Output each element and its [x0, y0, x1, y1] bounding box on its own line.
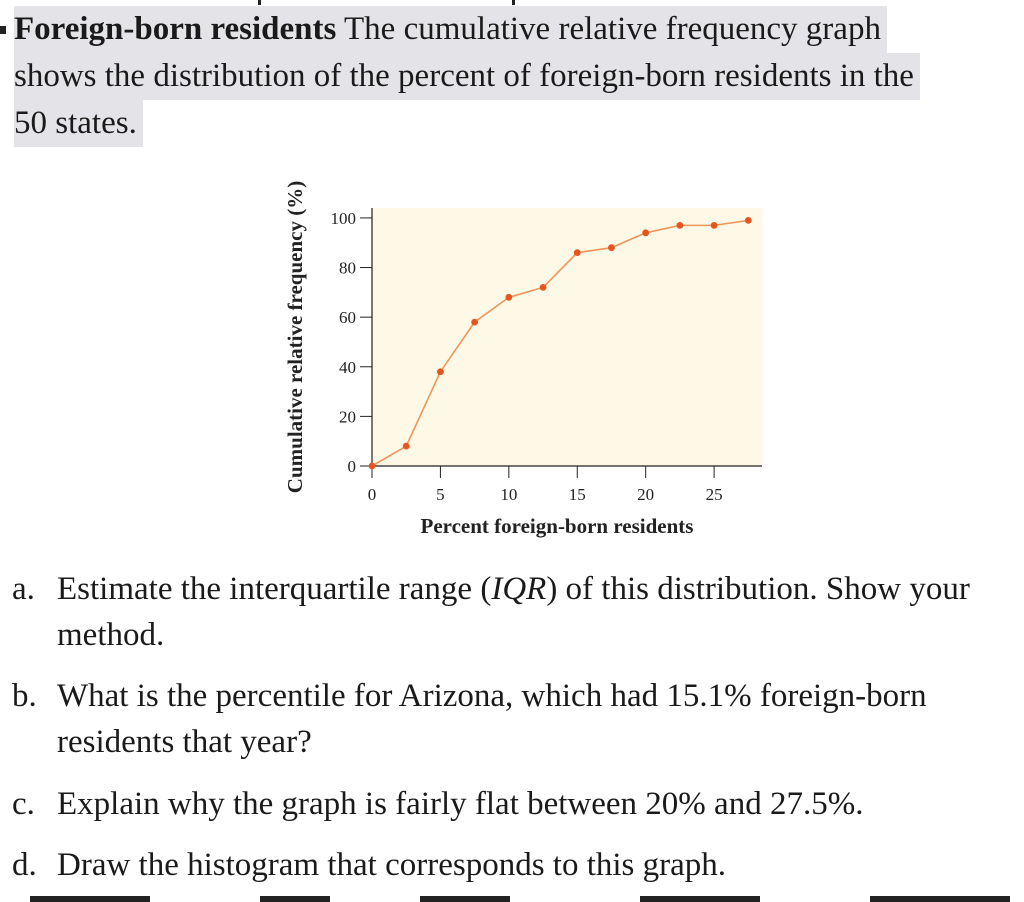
previous-content-cutoff — [0, 0, 1024, 6]
data-point — [437, 368, 444, 376]
x-tick-label: 5 — [436, 485, 445, 504]
chart-svg: 0 5 10 15 20 25 0 20 40 60 80 100 Percent foreign-b… — [283, 181, 762, 538]
x-axis-label: Percent foreign-born residents — [421, 514, 694, 538]
y-tick-label: 20 — [339, 407, 356, 426]
y-tick-label: 40 — [339, 358, 356, 377]
ticks: 0 5 10 15 20 25 0 20 40 60 80 100 — [331, 209, 723, 504]
iqr-abbrev: IQR — [491, 571, 547, 607]
question-text: Draw the histogram that corresponds to t… — [57, 847, 727, 883]
y-tick-label: 60 — [339, 308, 356, 327]
series-group — [368, 217, 752, 470]
data-point — [539, 283, 547, 291]
x-tick-label: 10 — [500, 485, 517, 504]
intro-line-1: Foreign-born residents The cumulative re… — [14, 6, 887, 53]
x-tick-label: 20 — [637, 485, 654, 504]
x-tick-label: 15 — [569, 485, 586, 504]
data-point — [505, 293, 513, 301]
question-letter: a. — [12, 571, 35, 607]
question-text: Explain why the graph is fairly flat bet… — [57, 786, 864, 822]
y-axis-label: Cumulative relative frequency (%) — [283, 181, 307, 493]
intro-line-1-text: The cumulative relative frequency graph — [336, 11, 881, 47]
data-point — [676, 221, 684, 229]
question-letter: b. — [12, 678, 37, 714]
data-point — [402, 442, 410, 450]
data-point — [368, 462, 376, 470]
question-text: Estimate the interquartile range (IQR) o… — [57, 566, 997, 658]
question-letter: d. — [12, 847, 37, 883]
problem-title: Foreign-born residents — [14, 11, 337, 47]
data-line — [371, 219, 749, 467]
axes — [371, 208, 762, 467]
data-point — [710, 221, 718, 229]
question-text: What is the percentile for Arizona, whic… — [57, 678, 927, 760]
data-point — [642, 229, 650, 237]
question-text-part: ) of this distribution. Show your method… — [57, 571, 970, 653]
plot-area — [372, 208, 762, 466]
y-tick-label: 100 — [331, 209, 357, 228]
bullet-mark — [0, 26, 6, 34]
x-tick-label: 25 — [706, 485, 723, 504]
intro-line-3: 50 states. — [14, 100, 143, 147]
y-tick-label: 80 — [339, 259, 356, 278]
next-content-cutoff — [0, 892, 1024, 902]
intro-line-2: shows the distribution of the percent of… — [14, 53, 920, 100]
x-tick-label: 0 — [368, 485, 377, 504]
data-point — [471, 318, 479, 326]
data-point — [608, 244, 615, 252]
data-point — [744, 217, 752, 224]
question-text-part: Estimate the interquartile range ( — [57, 571, 492, 607]
data-point — [573, 249, 581, 257]
cumulative-frequency-chart: 0 5 10 15 20 25 0 20 40 60 80 100 Percent foreign-b… — [270, 160, 770, 550]
question-letter: c. — [12, 786, 35, 822]
y-tick-label: 0 — [348, 457, 357, 476]
